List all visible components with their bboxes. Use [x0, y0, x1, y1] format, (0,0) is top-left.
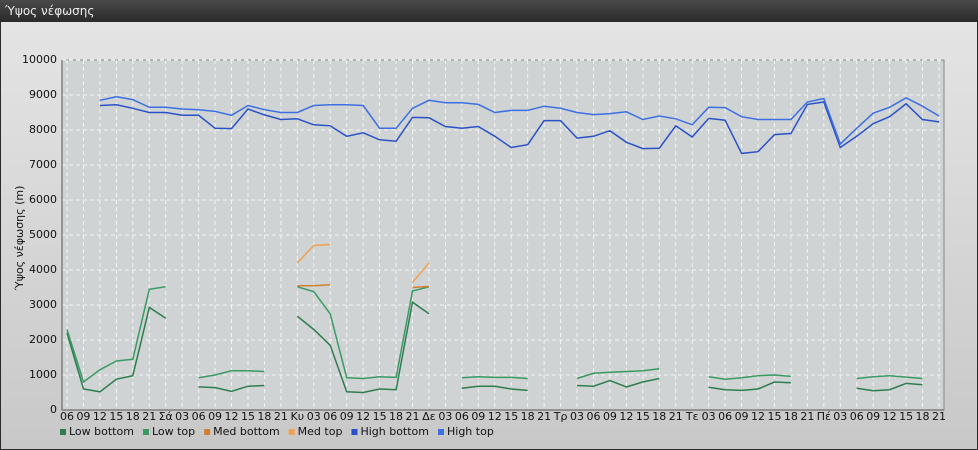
x-tick-label: 18 [916, 410, 930, 423]
x-tick-label: Δε [422, 410, 436, 423]
x-tick-label: 12 [619, 410, 633, 423]
legend-swatch [288, 429, 295, 435]
legend-swatch [351, 429, 358, 435]
y-tick-label: 0 [50, 403, 57, 416]
x-tick-label: 03 [307, 410, 321, 423]
x-tick-label: 21 [537, 410, 551, 423]
x-tick-label: 09 [603, 410, 617, 423]
x-tick-label: 03 [438, 410, 452, 423]
series-line [296, 243, 430, 283]
x-tick-label: 12 [356, 410, 370, 423]
y-tick-label: 4000 [29, 263, 57, 276]
legend-label: Low top [152, 425, 195, 438]
x-tick-label: 21 [274, 410, 288, 423]
legend-swatch [60, 429, 66, 435]
y-axis-label: Ύψος νέφωσης (m) [13, 186, 26, 292]
y-tick-label: 9000 [29, 88, 57, 101]
legend-swatch [142, 429, 149, 435]
x-tick-label: 15 [767, 410, 781, 423]
x-tick-label: 06 [192, 410, 206, 423]
x-tick-label: 15 [504, 410, 518, 423]
series-line [297, 283, 430, 289]
y-tick-label: 2000 [29, 333, 57, 346]
x-tick-label: 12 [225, 410, 239, 423]
x-tick-label: 12 [93, 410, 107, 423]
y-tick-label: 6000 [29, 193, 57, 206]
x-tick-label: 12 [488, 410, 502, 423]
series-line [66, 300, 923, 394]
x-tick-label: 09 [735, 410, 749, 423]
x-tick-label: 09 [76, 410, 90, 423]
x-tick-label: 18 [126, 410, 140, 423]
y-tick-label: 10000 [22, 53, 57, 66]
legend-label: Low bottom [69, 425, 134, 438]
x-tick-label: 21 [142, 410, 156, 423]
x-tick-label: 06 [455, 410, 469, 423]
x-tick-label: 21 [669, 410, 683, 423]
series-line [99, 101, 940, 155]
x-tick-label: 03 [175, 410, 189, 423]
legend-swatch [204, 429, 211, 435]
x-tick-label: 15 [636, 410, 650, 423]
y-tick-label: 8000 [29, 123, 57, 136]
x-tick-label: 06 [718, 410, 732, 423]
x-tick-label: 18 [652, 410, 666, 423]
x-tick-label: 21 [800, 410, 814, 423]
x-tick-label: 03 [570, 410, 584, 423]
x-tick-label: 18 [389, 410, 403, 423]
y-tick-label: 1000 [29, 368, 57, 381]
legend-label: High bottom [360, 425, 429, 438]
x-tick-label: 09 [866, 410, 880, 423]
series-line [99, 96, 940, 146]
x-tick-label: 09 [340, 410, 354, 423]
x-tick-label: 03 [702, 410, 716, 423]
x-tick-label: 15 [109, 410, 123, 423]
legend-label: Med top [298, 425, 343, 438]
y-tick-label: 3000 [29, 298, 57, 311]
x-tick-label: Τρ [553, 410, 568, 423]
x-tick-label: 18 [784, 410, 798, 423]
x-tick-label: 18 [257, 410, 271, 423]
x-tick-label: 21 [406, 410, 420, 423]
y-tick-label: 7000 [29, 158, 57, 171]
legend-label: Med bottom [213, 425, 280, 438]
chart: Ύψος νέφωσης (m) 0 1000 2000 3000 4000 5000 60… [1, 22, 977, 449]
x-tick-label: Σά [159, 410, 173, 423]
x-tick-label: 15 [373, 410, 387, 423]
x-tick-label: 09 [208, 410, 222, 423]
legend-swatch [438, 429, 444, 435]
title-bar: Ύψος νέφωσης [0, 0, 978, 22]
x-tick-label: 15 [241, 410, 255, 423]
series-line [66, 286, 923, 384]
x-tick-label: 15 [899, 410, 913, 423]
x-tick-label: 09 [471, 410, 485, 423]
x-tick-label: 12 [751, 410, 765, 423]
legend-label: High top [447, 425, 494, 438]
x-tick-label: 18 [521, 410, 535, 423]
x-tick-label: Κυ [291, 410, 305, 423]
x-tick-label: 06 [60, 410, 74, 423]
x-tick-label: 03 [833, 410, 847, 423]
x-tick-label: 21 [932, 410, 946, 423]
x-tick-label: Πέ [817, 410, 831, 423]
x-tick-label: 06 [850, 410, 864, 423]
y-tick-label: 5000 [29, 228, 57, 241]
x-tick-label: Τε [685, 410, 699, 423]
x-tick-label: 06 [323, 410, 337, 423]
x-tick-label: 06 [586, 410, 600, 423]
x-tick-label: 12 [883, 410, 897, 423]
